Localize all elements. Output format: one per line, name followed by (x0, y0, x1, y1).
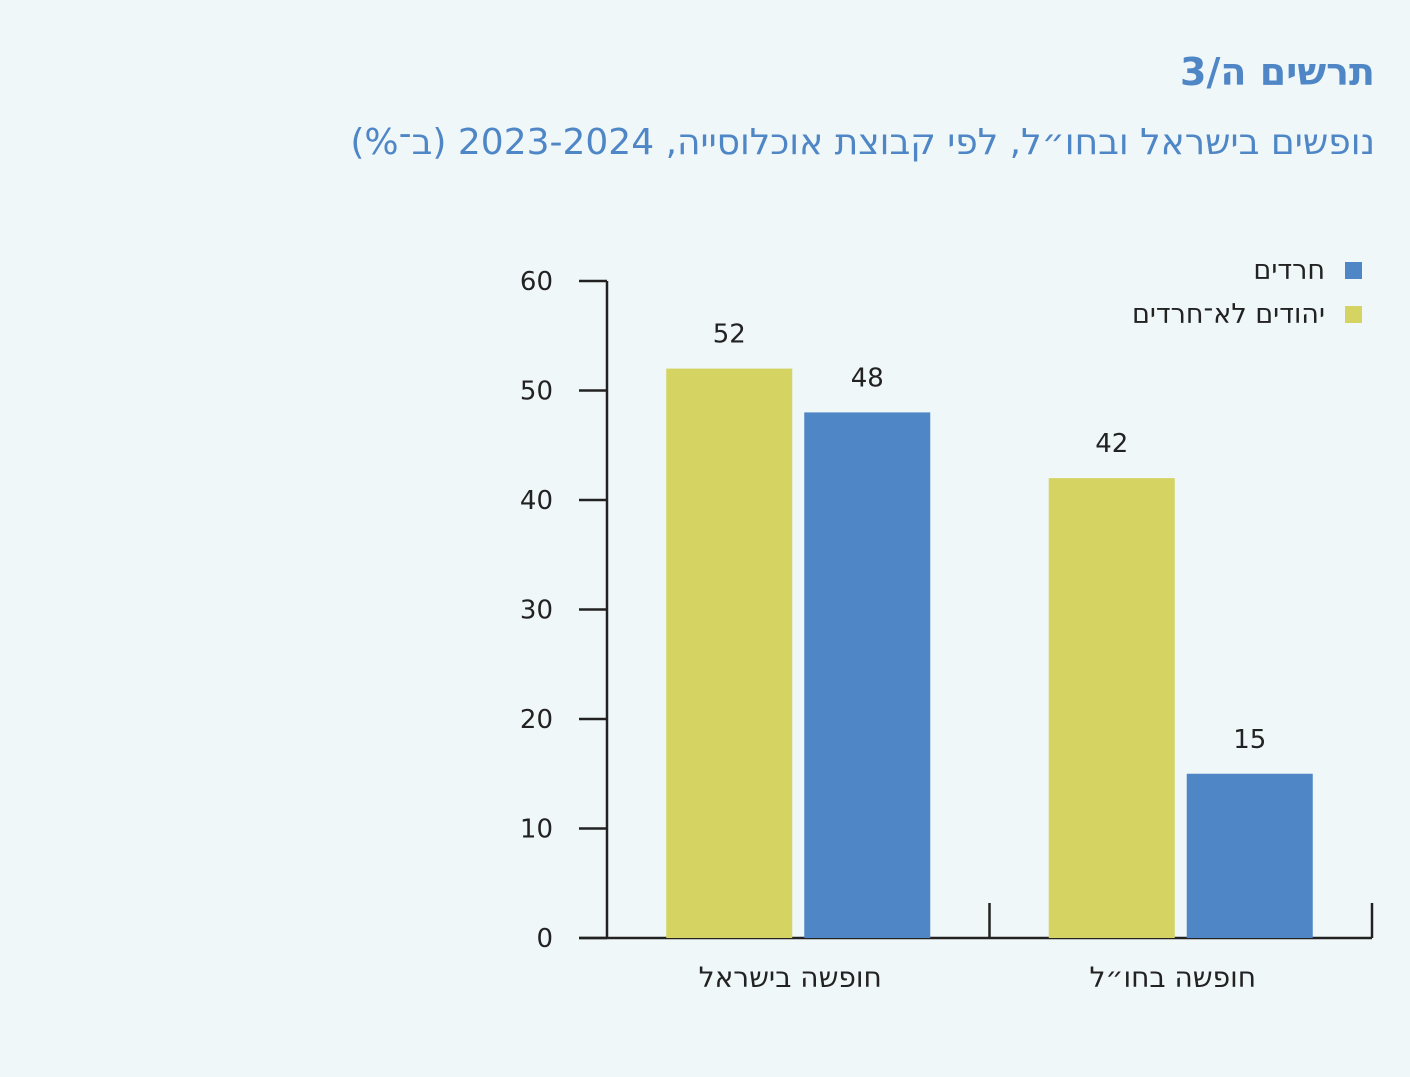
legend-label: יהודים לא־חרדים (1131, 298, 1325, 330)
y-tick-label: 20 (520, 705, 553, 735)
legend-item-haredim: חרדים (1132, 248, 1362, 292)
legend-item-non-haredim: יהודים לא־חרדים (1132, 292, 1362, 336)
data-label: 48 (851, 363, 884, 393)
y-tick-label: 10 (520, 815, 553, 845)
bar (1048, 478, 1175, 938)
bar (1186, 773, 1313, 938)
y-tick-label: 40 (520, 486, 553, 516)
legend-label: חרדים (1253, 254, 1325, 286)
y-tick-label: 30 (520, 596, 553, 626)
chart-subtitle: נופשים בישראל ובחו״ל, לפי קבוצת אוכלוסיי… (350, 122, 1375, 163)
data-label: 15 (1233, 725, 1266, 755)
x-tick-label: חופשה בחו״ל (1089, 961, 1256, 994)
bar (666, 368, 793, 939)
y-tick-label: 0 (536, 924, 553, 954)
chart-title: תרשים ה/3 (1180, 50, 1375, 94)
legend-swatch-non-haredim (1345, 305, 1362, 323)
y-tick-label: 60 (520, 267, 553, 297)
bar (804, 412, 931, 938)
x-tick-label: חופשה בישראל (699, 961, 882, 994)
legend-swatch-haredim (1345, 261, 1362, 279)
data-label: 42 (1095, 429, 1128, 459)
legend: חרדים יהודים לא־חרדים (1132, 248, 1362, 336)
y-tick-label: 50 (520, 377, 553, 407)
data-label: 52 (713, 320, 746, 350)
